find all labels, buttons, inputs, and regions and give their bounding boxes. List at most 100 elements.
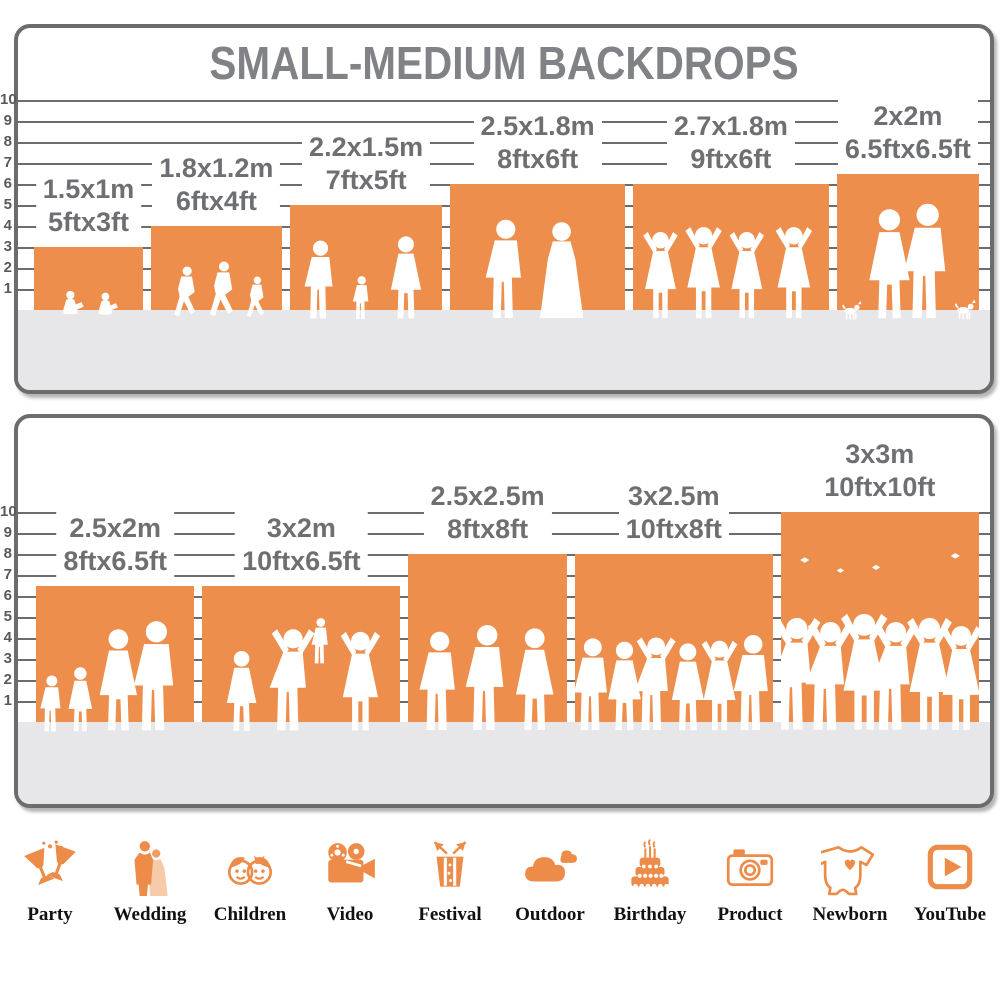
graduation-crowd-silhouette (780, 553, 979, 730)
axis-tick-1: 1 (3, 280, 12, 297)
size-feet: 7ftx5ft (325, 165, 407, 195)
size-feet: 10ftx10ft (824, 472, 936, 502)
category-party: Party (2, 838, 98, 926)
axis-tick-4: 4 (3, 217, 12, 234)
backdrop-size-label: 2.7x1.8m 9ftx6ft (666, 110, 795, 176)
product-icon (726, 849, 774, 886)
size-meters: 2.5x2.5m (430, 481, 545, 511)
axis-tick-7: 7 (3, 566, 12, 583)
size-meters: 2.5x2m (69, 512, 161, 543)
category-label: Newborn (812, 904, 888, 925)
category-children: Children (202, 838, 298, 926)
size-feet: 8ftx6ft (497, 144, 579, 174)
category-newborn: Newborn (802, 838, 898, 926)
children-icon (227, 855, 273, 885)
axis-tick-1: 1 (3, 692, 12, 709)
axis-tick-10: 10 (0, 503, 17, 520)
backdrop-box-5ftx3ft (34, 247, 143, 310)
family-lifting-child-silhouette (227, 617, 381, 731)
newborn-icon (821, 845, 875, 896)
category-label: Party (27, 904, 73, 925)
size-feet: 6ftx4ft (175, 186, 257, 216)
video-icon (328, 843, 375, 883)
category-festival: Festival (402, 838, 498, 926)
axis-tick-8: 8 (3, 133, 12, 150)
size-meters: 3x2m (266, 512, 336, 543)
dancing-girls-silhouette (643, 227, 812, 319)
backdrop-size-label: 3x2m 10ftx6.5ft (235, 511, 368, 578)
children-running-silhouette (174, 261, 264, 317)
axis-tick-9: 9 (3, 112, 12, 129)
backdrop-size-label: 2.5x2.5m 8ftx8ft (423, 480, 552, 546)
category-label: Wedding (113, 904, 187, 925)
size-feet: 6.5ftx6.5ft (844, 133, 971, 164)
axis-tick-9: 9 (3, 524, 12, 541)
category-label: YouTube (913, 904, 987, 925)
birthday-icon (631, 839, 669, 889)
category-wedding: Wedding (102, 838, 198, 926)
size-feet: 9ftx6ft (690, 144, 772, 174)
category-label: Product (717, 904, 783, 925)
backdrop-size-label: 3x3m 10ftx10ft (817, 438, 943, 504)
backdrop-size-label: 3x2.5m 10ftx8ft (618, 480, 729, 546)
size-feet: 5ftx3ft (47, 207, 130, 237)
category-label: Children (213, 904, 287, 925)
festival-icon (433, 841, 467, 887)
axis-tick-7: 7 (3, 154, 12, 171)
size-meters: 3x2.5m (628, 481, 720, 511)
axis-tick-10: 10 (0, 91, 17, 108)
axis-tick-5: 5 (3, 608, 12, 625)
backdrop-size-label: 1.5x1m 5ftx3ft (35, 173, 142, 239)
panel-small-medium-bottom: 2.5x2m 8ftx6.5ft 3x2m 10ftx6.5ft 2.5x2.5m 8ft… (14, 414, 994, 808)
axis-tick-2: 2 (3, 259, 12, 276)
friends-group-silhouette (574, 635, 768, 731)
category-label: Festival (418, 904, 482, 925)
backdrop-box-8ftx6ft (450, 184, 625, 310)
standing-men-silhouette (419, 625, 554, 730)
wedding-icon (134, 841, 168, 896)
backdrop-box-6.5ftx6.5ft (837, 173, 979, 310)
outdoor-icon (525, 850, 577, 882)
children-reading-silhouette (63, 290, 118, 315)
panel-small-medium-top: SMALL-MEDIUM BACKDROPS 1.5x1m 5ftx3ft 1.8x… (14, 24, 994, 394)
axis-tick-8: 8 (3, 545, 12, 562)
backdrop-size-label: 2.2x1.5m 7ftx5ft (302, 131, 431, 197)
size-meters: 2.7x1.8m (673, 111, 788, 141)
wedding-couple-silhouette (486, 219, 584, 319)
axis-tick-6: 6 (3, 587, 12, 604)
category-outdoor: Outdoor (502, 838, 598, 926)
axis-tick-4: 4 (3, 629, 12, 646)
axis-tick-2: 2 (3, 671, 12, 688)
family-walking-silhouette (304, 236, 421, 320)
page-title: SMALL-MEDIUM BACKDROPS (209, 37, 799, 89)
size-meters: 1.8x1.2m (159, 153, 274, 183)
size-meters: 2.2x1.5m (309, 132, 424, 162)
backdrop-size-label: 2.5x1.8m 8ftx6ft (473, 110, 602, 176)
couple-with-dogs-silhouette (842, 203, 976, 319)
category-row: Party Wedding Children Video Festival Outdoor… (0, 838, 1000, 926)
axis-tick-3: 3 (3, 238, 12, 255)
gridline-10 (18, 100, 990, 102)
category-video: Video (302, 838, 398, 926)
youtube-icon (927, 844, 973, 890)
size-meters: 2.5x1.8m (480, 111, 595, 141)
backdrop-size-label: 2x2m 6.5ftx6.5ft (837, 99, 978, 166)
size-meters: 2x2m (873, 100, 943, 131)
floor-strip (18, 722, 990, 804)
family-group-silhouette (40, 620, 174, 731)
category-youtube: YouTube (902, 838, 998, 926)
category-label: Outdoor (515, 904, 585, 925)
party-icon (24, 840, 76, 886)
floor-strip (18, 310, 990, 390)
backdrop-size-label: 2.5x2m 8ftx6.5ft (56, 511, 174, 578)
size-meters: 1.5x1m (42, 174, 135, 204)
size-feet: 8ftx6.5ft (63, 545, 167, 576)
category-product: Product (702, 838, 798, 926)
axis-tick-6: 6 (3, 175, 12, 192)
size-meters: 3x3m (845, 439, 915, 469)
axis-tick-3: 3 (3, 650, 12, 667)
size-feet: 10ftx6.5ft (242, 545, 361, 576)
category-label: Birthday (613, 904, 687, 925)
backdrop-size-label: 1.8x1.2m 6ftx4ft (152, 152, 281, 218)
